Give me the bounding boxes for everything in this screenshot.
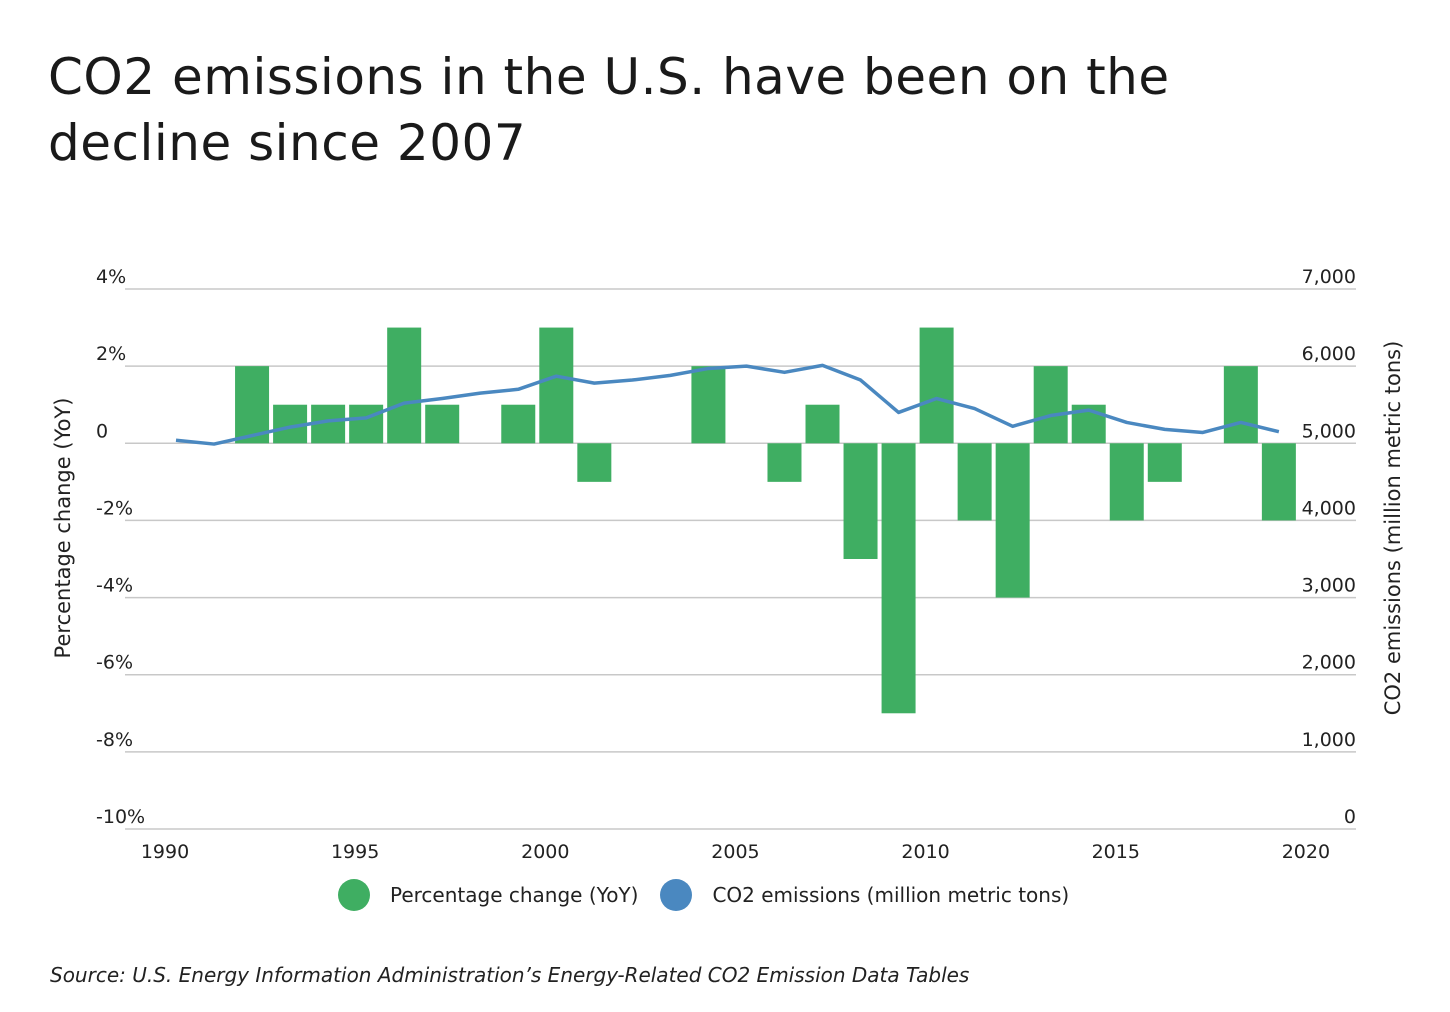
- bar-1997: [425, 404, 460, 444]
- legend-item-emissions: CO2 emissions (million metric tons): [660, 879, 1069, 911]
- bar-2010: [919, 327, 954, 444]
- y-left-tick-label: -10%: [96, 806, 145, 828]
- bar-2018: [1223, 366, 1258, 444]
- legend-item-percentage: Percentage change (YoY): [338, 879, 638, 911]
- y-left-tick-label: -4%: [96, 575, 133, 597]
- gridlines: [125, 288, 1356, 830]
- y-left-tick-label: -8%: [96, 729, 133, 751]
- y-right-tick-label: 1,000: [1302, 729, 1356, 751]
- y-right-tick-label: 4,000: [1302, 497, 1356, 519]
- x-tick-label: 1995: [331, 841, 379, 863]
- bar-2004: [691, 366, 726, 444]
- y-left-tick-label: -6%: [96, 652, 133, 674]
- y-right-tick-label: 6,000: [1302, 343, 1356, 365]
- bar-2011: [957, 443, 992, 521]
- bar-2009: [881, 443, 916, 714]
- y-right-tick-label: 0: [1344, 806, 1356, 828]
- bar-2006: [767, 443, 802, 482]
- y-left-tick-label: 2%: [96, 343, 126, 365]
- chart-title: CO2 emissions in the U.S. have been on t…: [48, 48, 1170, 172]
- bar-1996: [387, 327, 422, 444]
- bar-2013: [1033, 366, 1068, 444]
- legend: Percentage change (YoY) CO2 emissions (m…: [338, 879, 1091, 911]
- bar-1992: [235, 366, 270, 444]
- bar-2001: [577, 443, 612, 482]
- y-left-tick-label: 4%: [96, 266, 126, 288]
- bar-2019: [1261, 443, 1296, 521]
- source-note: Source: U.S. Energy Information Administ…: [50, 963, 970, 987]
- emissions-line: [175, 363, 1280, 446]
- x-tick-label: 1990: [141, 841, 189, 863]
- x-tick-label: 2020: [1282, 841, 1330, 863]
- y-right-tick-label: 5,000: [1302, 420, 1356, 442]
- bar-2016: [1147, 443, 1182, 482]
- bar-2012: [995, 443, 1030, 598]
- x-tick-label: 2015: [1092, 841, 1140, 863]
- y-left-tick-label: 0: [96, 420, 108, 442]
- bar-2000: [539, 327, 574, 444]
- bar-1995: [349, 404, 384, 444]
- legend-label: CO2 emissions (million metric tons): [712, 883, 1070, 907]
- line-series: [175, 363, 1280, 446]
- legend-label: Percentage change (YoY): [390, 883, 639, 907]
- bar-series: [235, 327, 1296, 714]
- bar-2008: [843, 443, 878, 559]
- y-right-tick-label: 2,000: [1302, 652, 1356, 674]
- y-right-tick-label: 3,000: [1302, 575, 1356, 597]
- y-left-tick-label: -2%: [96, 497, 133, 519]
- bar-2007: [805, 404, 840, 444]
- y-right-tick-label: 7,000: [1302, 266, 1356, 288]
- bar-2015: [1109, 443, 1144, 521]
- y-right-axis-label: CO2 emissions (million metric tons): [1381, 341, 1405, 716]
- x-tick-label: 2005: [711, 841, 759, 863]
- axis-ticks: 4% 2% 0 -2% -4% -6% -8% -10% 7,000 6,000 5,000 4,00…: [96, 266, 1356, 863]
- y-left-axis-label: Percentage change (YoY): [51, 398, 75, 659]
- legend-swatch-blue: [660, 879, 693, 911]
- legend-swatch-green: [338, 879, 370, 911]
- x-tick-label: 2000: [521, 841, 569, 863]
- bar-1999: [501, 404, 536, 444]
- x-tick-label: 2010: [901, 841, 949, 863]
